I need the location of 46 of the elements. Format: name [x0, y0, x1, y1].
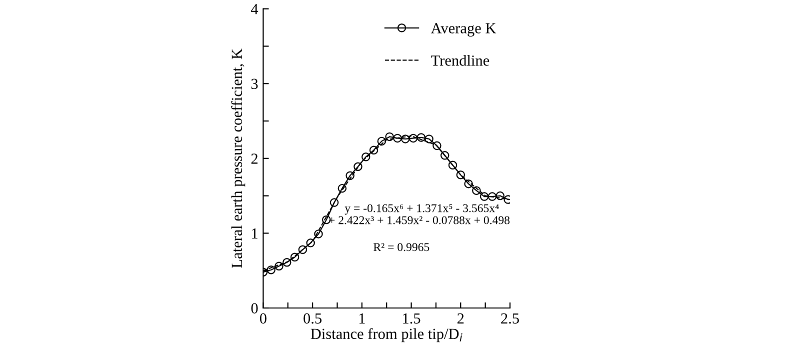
annotation: R² = 0.9965 — [374, 243, 430, 252]
point — [456, 170, 466, 180]
point — [472, 186, 481, 195]
point — [440, 151, 450, 160]
x-tick-label: 1 — [359, 313, 365, 324]
point — [338, 184, 347, 193]
point — [369, 146, 378, 155]
legend-label: Trendline — [431, 54, 490, 66]
point — [290, 252, 300, 262]
point — [488, 192, 497, 201]
x-tick-label: 0 — [260, 313, 266, 324]
y-tick-label: 2 — [251, 154, 258, 164]
x-tick-label: 1.5 — [403, 313, 420, 324]
point — [424, 134, 434, 144]
point — [496, 191, 504, 200]
point — [314, 230, 323, 238]
x-tick-label: 2.5 — [501, 313, 519, 324]
point — [330, 198, 339, 207]
x-tick-label: 2 — [457, 313, 464, 324]
point — [480, 192, 489, 201]
point — [408, 134, 418, 143]
point — [274, 262, 284, 270]
y-axis-title: Lateral earth pressure coefficient, K — [231, 48, 246, 268]
point — [400, 134, 410, 144]
x-tick-label: 0.5 — [304, 313, 322, 324]
point — [298, 245, 308, 254]
point — [361, 152, 370, 162]
point — [464, 179, 473, 188]
annotation: y = -0.165x⁶ + 1.371x⁵ - 3.565x⁴ — [344, 204, 499, 215]
y-tick-label: 3 — [251, 78, 258, 90]
point — [377, 136, 386, 146]
point — [448, 160, 458, 170]
point — [346, 171, 354, 180]
point — [432, 141, 442, 150]
point — [393, 134, 402, 143]
point — [354, 162, 362, 171]
point — [306, 238, 315, 248]
point — [385, 132, 394, 142]
point — [416, 133, 426, 142]
point — [266, 265, 276, 274]
y-tick-label: 4 — [251, 4, 258, 14]
legend-label: Average K — [430, 23, 496, 37]
y-tick-label: 0 — [251, 303, 258, 314]
x-axis-title: Distance from pile tip/D$_{i}$ — [310, 328, 462, 342]
y-tick-label: 1 — [252, 228, 258, 238]
point — [282, 258, 292, 267]
